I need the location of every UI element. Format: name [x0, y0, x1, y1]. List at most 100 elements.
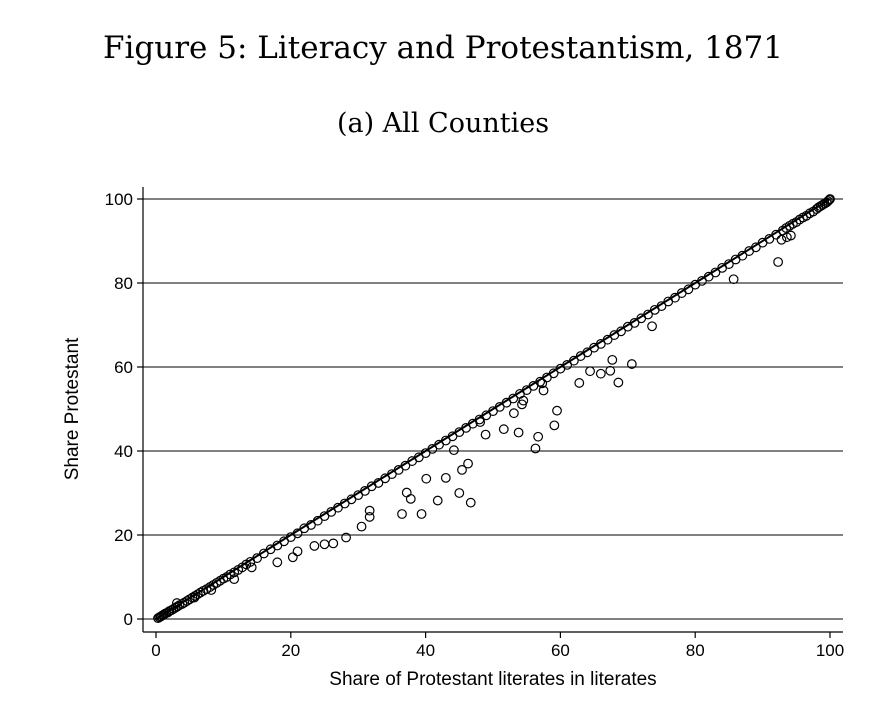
data-point	[683, 284, 694, 295]
data-point	[373, 478, 384, 488]
data-point	[773, 257, 784, 267]
x-tick-label: 80	[686, 641, 705, 660]
y-tick-label: 60	[114, 358, 133, 377]
data-point	[397, 509, 407, 519]
data-point	[823, 196, 833, 207]
data-point	[356, 521, 367, 532]
data-point	[513, 427, 524, 438]
data-point	[824, 194, 835, 205]
data-point	[607, 354, 618, 365]
data-point	[518, 395, 529, 406]
data-point	[449, 445, 459, 456]
y-tick-label: 100	[105, 190, 133, 209]
data-point	[585, 366, 595, 377]
data-point	[272, 557, 283, 568]
data-point	[171, 598, 182, 608]
data-point	[328, 538, 339, 549]
data-point	[401, 487, 412, 498]
data-point	[195, 587, 206, 598]
data-point	[737, 250, 748, 261]
fit-line-group	[155, 198, 831, 620]
y-tick-label: 80	[114, 274, 133, 293]
data-point	[480, 429, 491, 440]
y-tick-label: 40	[114, 442, 133, 461]
data-point	[508, 408, 519, 419]
data-point	[776, 234, 787, 245]
data-point	[574, 378, 585, 388]
data-point	[229, 574, 240, 584]
data-point	[463, 458, 473, 469]
data-point	[465, 497, 476, 508]
data-point	[405, 493, 416, 504]
chart-subtitle: (a) All Counties	[336, 108, 550, 139]
chart-title: Figure 5: Literacy and Protestantism, 18…	[103, 30, 783, 66]
data-point	[341, 532, 351, 543]
data-point	[416, 509, 427, 519]
data-point	[364, 505, 375, 516]
data-point	[643, 309, 653, 320]
data-point	[508, 393, 519, 404]
x-tick-label: 20	[281, 641, 300, 660]
data-point	[613, 377, 624, 388]
data-point	[360, 486, 370, 496]
data-point	[440, 472, 451, 483]
x-tick-label: 100	[816, 641, 844, 660]
data-point	[206, 585, 217, 595]
data-point	[530, 443, 541, 454]
data-point	[537, 378, 548, 389]
data-point	[825, 194, 835, 204]
y-tick-label: 0	[124, 610, 133, 629]
data-point	[602, 334, 613, 345]
data-point	[309, 541, 320, 551]
data-point	[656, 301, 667, 312]
data-point	[221, 572, 232, 582]
data-point	[400, 460, 411, 471]
data-point	[189, 592, 200, 603]
data-point	[177, 598, 188, 609]
data-point	[670, 292, 680, 303]
data-point	[710, 267, 721, 278]
x-tick-label: 0	[151, 641, 160, 660]
data-point	[582, 347, 593, 358]
data-point	[786, 230, 796, 241]
data-point	[605, 365, 616, 376]
data-point	[724, 259, 734, 270]
data-point	[252, 553, 263, 563]
data-point	[454, 488, 465, 498]
data-point	[432, 495, 443, 506]
data-point	[246, 562, 257, 573]
x-axis-label: Share of Protestant literates in literat…	[329, 669, 656, 690]
data-point	[595, 368, 606, 379]
y-axis-label: Share Protestant	[62, 337, 83, 480]
data-point	[568, 355, 579, 366]
data-point	[498, 424, 509, 435]
data-point	[549, 420, 560, 431]
data-point	[552, 405, 562, 416]
data-point	[184, 594, 195, 605]
data-point	[364, 512, 375, 522]
data-point	[626, 359, 637, 369]
data-point	[475, 417, 486, 427]
data-point	[791, 217, 802, 228]
data-point	[319, 539, 330, 550]
data-point	[287, 552, 298, 563]
data-point	[647, 321, 657, 332]
fit-line	[155, 198, 831, 620]
axes	[137, 187, 843, 638]
data-point	[292, 546, 303, 557]
data-point	[728, 274, 739, 285]
gridlines	[143, 198, 843, 620]
data-point	[312, 515, 323, 526]
tick-labels: 0 20 40 60 80 100 0 20 40 60 80 100	[105, 190, 845, 660]
data-point	[821, 197, 832, 208]
data-point	[192, 589, 203, 600]
x-tick-label: 60	[551, 641, 570, 660]
data-point	[629, 318, 640, 328]
data-point	[548, 368, 559, 379]
data-point	[457, 465, 467, 475]
data-point	[750, 242, 761, 253]
data-point	[533, 431, 544, 442]
data-points	[153, 194, 835, 624]
data-point	[616, 326, 626, 337]
